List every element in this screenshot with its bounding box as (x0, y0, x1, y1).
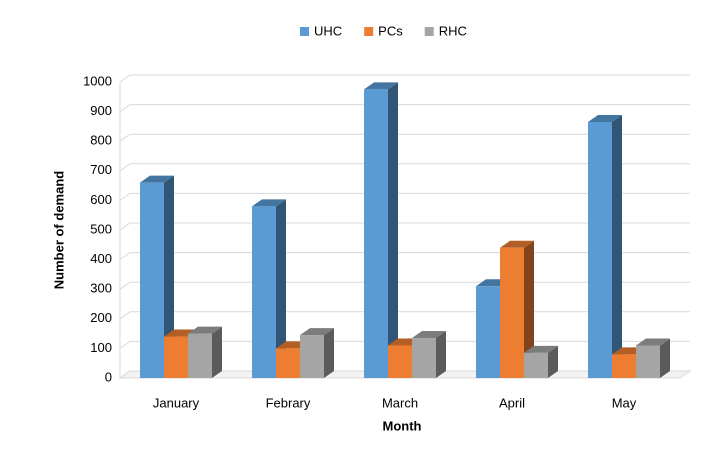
y-tick-label: 800 (90, 133, 112, 148)
x-axis-label: Month (383, 418, 422, 433)
y-tick-label: 500 (90, 221, 112, 236)
x-tick-label: April (499, 395, 525, 410)
bar-top (364, 82, 398, 90)
legend-label: RHC (439, 23, 467, 38)
grid-line (119, 133, 690, 142)
y-tick-label: 1000 (83, 73, 112, 88)
y-tick-label: 600 (90, 192, 112, 207)
legend-label: PCs (378, 23, 403, 38)
bar-side (436, 331, 446, 378)
bar-top (300, 328, 334, 336)
bar-top (636, 338, 670, 346)
bar (276, 348, 300, 378)
bar (140, 182, 164, 378)
bar (612, 354, 636, 378)
x-tick-label: January (153, 395, 200, 410)
y-tick-label: 0 (105, 369, 112, 384)
grid-line (119, 74, 690, 83)
bar (252, 206, 276, 378)
y-tick-label: 400 (90, 251, 112, 266)
bar-side (276, 199, 286, 378)
bar-top (588, 114, 622, 122)
x-tick-label: March (382, 395, 418, 410)
bar-top (188, 326, 222, 334)
bar (412, 338, 436, 378)
y-tick-label: 700 (90, 162, 112, 177)
bar (636, 345, 660, 378)
bar-side (524, 240, 534, 378)
y-tick-label: 900 (90, 103, 112, 118)
bar (188, 333, 212, 378)
bar-top (524, 345, 558, 353)
bar (388, 345, 412, 378)
bar-top (252, 199, 286, 207)
bar-side (212, 326, 222, 378)
legend-swatch (424, 27, 434, 36)
x-tick-label: May (612, 395, 637, 410)
bar (364, 89, 388, 379)
grid-line (119, 222, 690, 231)
y-axis-label: Number of demand (51, 171, 66, 290)
bar-side (548, 345, 558, 378)
legend-swatch (364, 27, 374, 36)
bar-top (140, 175, 174, 183)
bar-top (412, 331, 446, 339)
bar-side (388, 82, 398, 379)
bar-side (612, 114, 622, 379)
bar (500, 247, 524, 378)
y-tick-label: 100 (90, 340, 112, 355)
grid-line (119, 104, 690, 113)
bar (164, 336, 188, 378)
bar-top (500, 240, 534, 248)
y-tick-label: 200 (90, 310, 112, 325)
bar-side (324, 328, 334, 378)
grid-line (119, 192, 690, 201)
y-tick-label: 300 (90, 281, 112, 296)
legend-swatch (300, 27, 309, 36)
bar (300, 335, 324, 378)
bar-side (164, 175, 174, 378)
bar (476, 286, 500, 378)
bar (524, 352, 548, 378)
bar (588, 121, 612, 379)
x-tick-label: Febrary (266, 395, 311, 410)
bar-side (660, 338, 670, 378)
grid-line (119, 163, 690, 172)
legend-label: UHC (314, 23, 342, 38)
